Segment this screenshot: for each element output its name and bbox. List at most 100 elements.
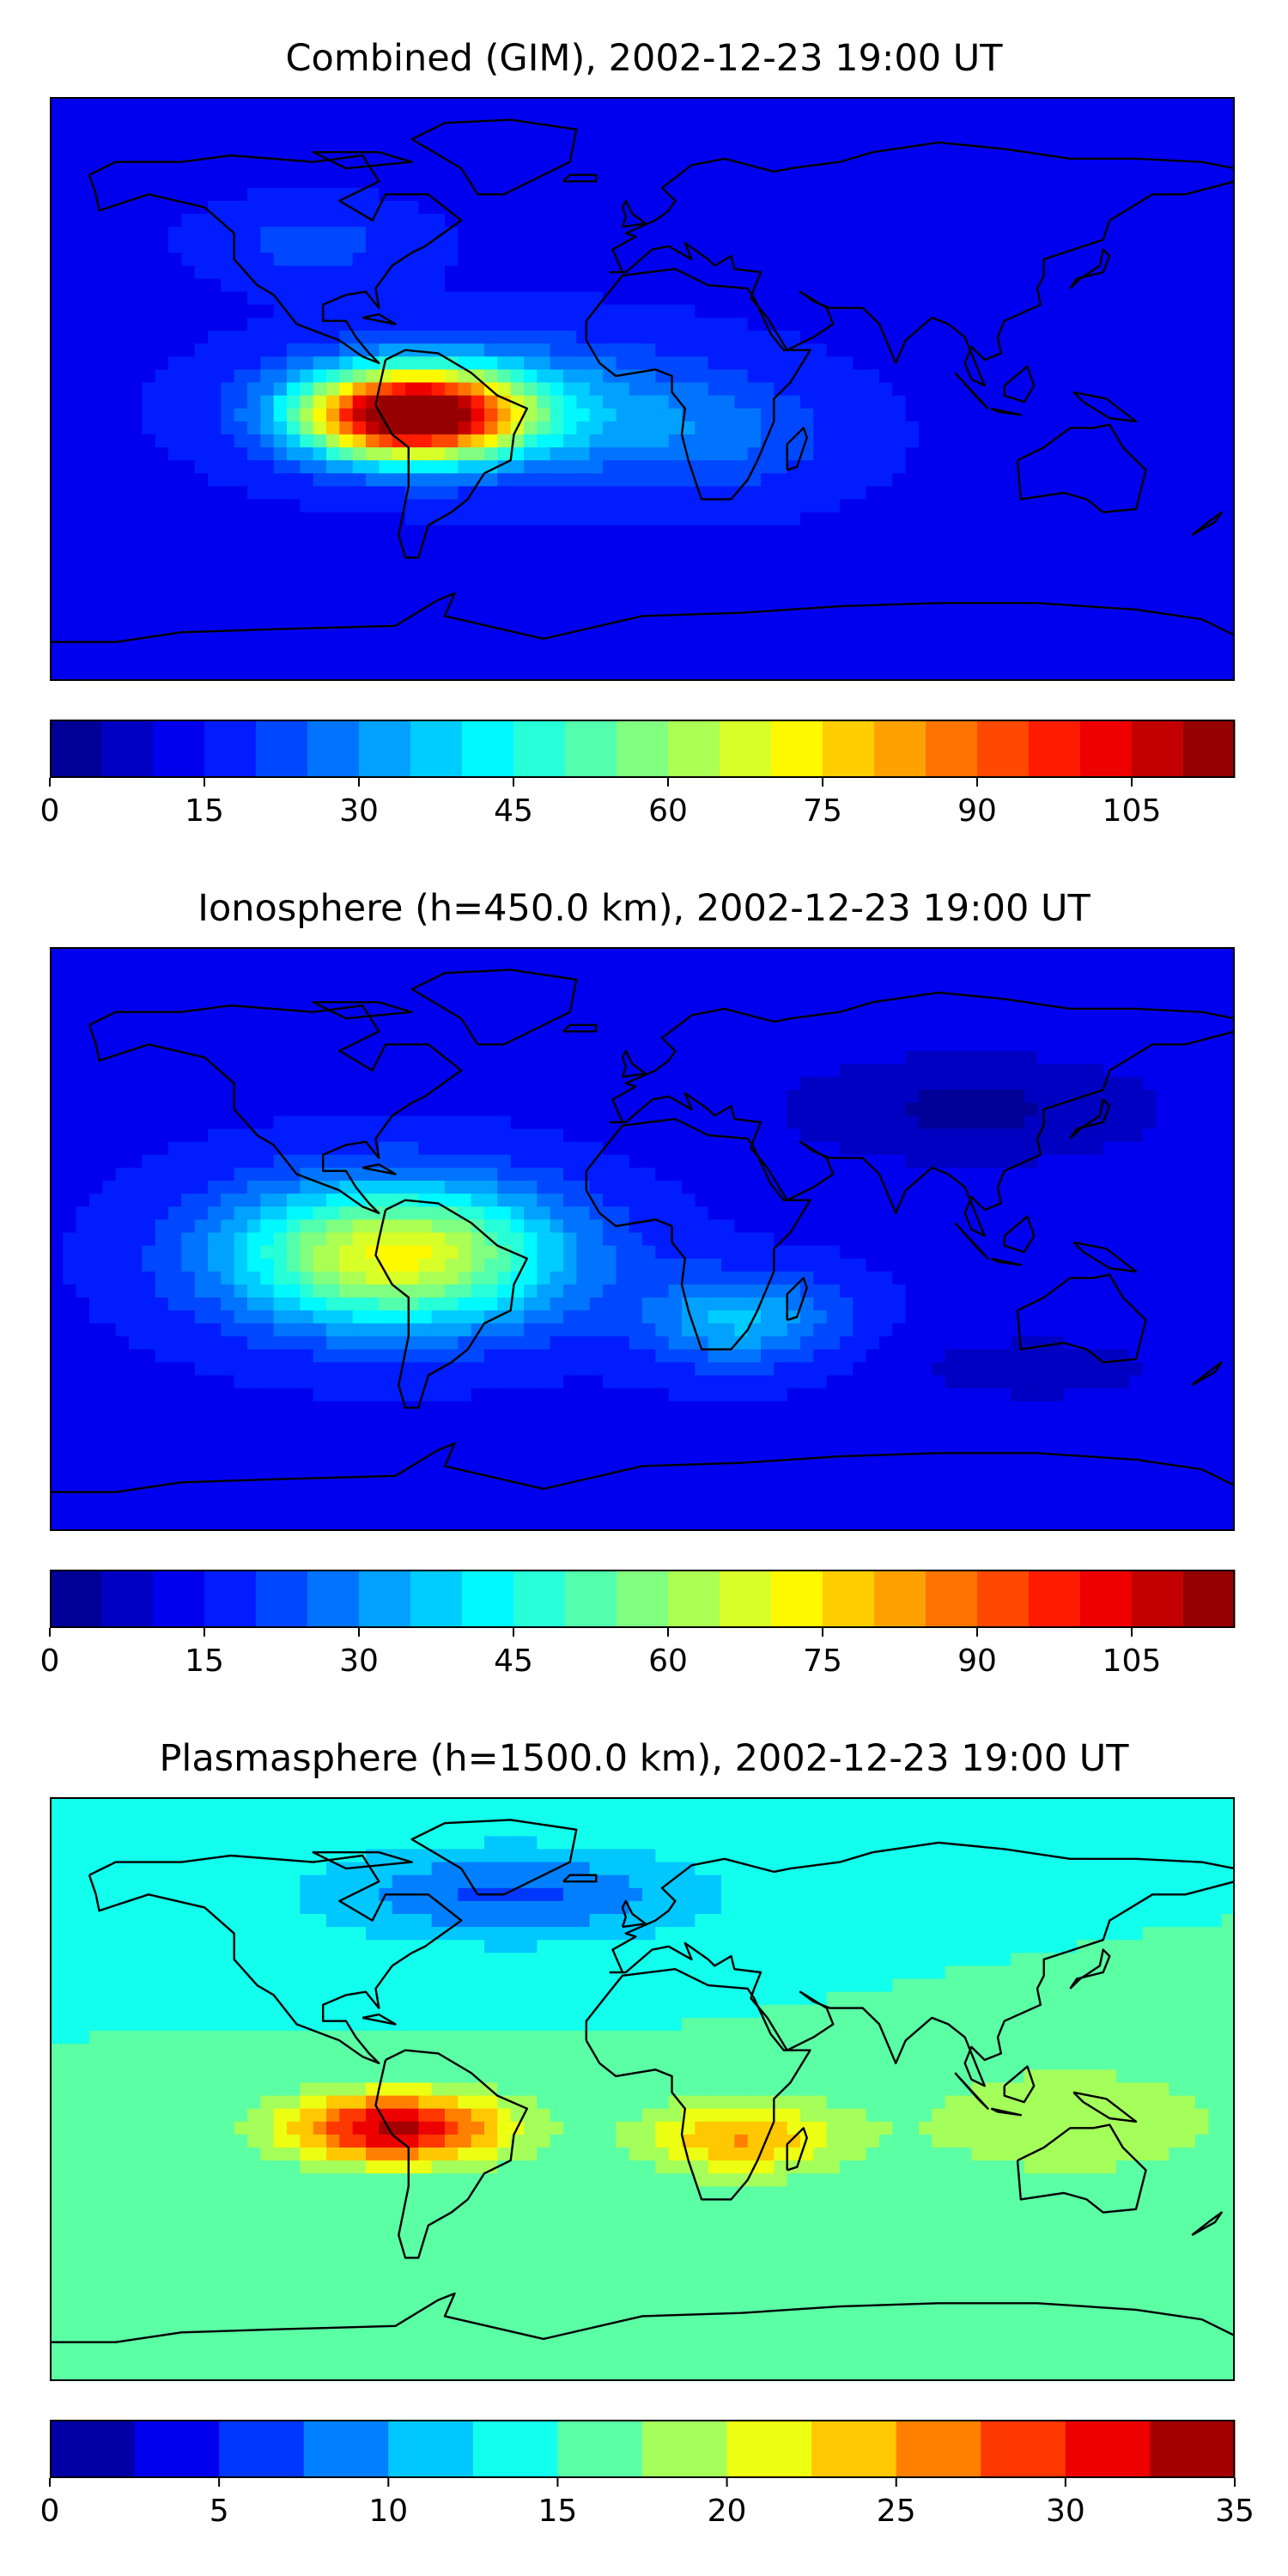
tec-cell — [300, 499, 314, 513]
tec-cell — [1063, 667, 1078, 681]
tec-cell — [563, 291, 577, 306]
tec-cell — [1129, 136, 1144, 150]
tec-cell — [89, 369, 103, 384]
tec-cell — [998, 110, 1012, 124]
tec-cell — [1182, 525, 1196, 539]
tec-cell — [510, 187, 525, 202]
tec-cell — [734, 512, 749, 526]
tec-cell — [524, 947, 538, 961]
tec-cell — [76, 629, 90, 643]
tec-cell — [497, 667, 512, 681]
tec-cell — [208, 149, 222, 163]
tec-cell — [971, 304, 986, 319]
map-frame — [50, 97, 1235, 681]
tec-cell — [445, 110, 459, 124]
tec-cell — [287, 227, 301, 240]
tec-cell — [115, 1064, 130, 1078]
tec-cell — [826, 1012, 841, 1026]
tec-cell — [129, 590, 143, 604]
tec-cell — [115, 564, 130, 578]
tec-cell — [840, 667, 854, 681]
tec-cell — [260, 603, 275, 617]
tec-cell — [313, 460, 327, 474]
tec-cell — [1129, 629, 1144, 643]
tec-cell — [721, 356, 735, 370]
tec-cell — [273, 564, 288, 578]
tec-cell — [208, 525, 222, 539]
tec-cell — [352, 947, 367, 961]
tec-cell — [708, 123, 722, 137]
tec-cell — [668, 550, 683, 565]
tec-cell — [761, 356, 775, 370]
tec-cell — [287, 564, 301, 578]
tec-cell — [1063, 538, 1078, 552]
tec-cell — [695, 214, 709, 228]
tec-cell — [603, 499, 617, 513]
tec-cell — [958, 421, 972, 435]
tec-cell — [76, 641, 90, 656]
tec-cell — [221, 395, 235, 410]
tec-cell — [984, 590, 999, 604]
tec-cell — [458, 382, 472, 397]
tec-cell — [1090, 343, 1104, 357]
tec-cell — [695, 629, 709, 643]
tec-cell — [813, 550, 828, 565]
tec-cell — [1011, 960, 1025, 974]
tec-cell — [603, 603, 617, 617]
tec-cell — [287, 97, 301, 111]
tec-cell — [958, 538, 972, 552]
tec-cell — [208, 382, 222, 397]
tec-cell — [800, 973, 814, 987]
tec-cell — [958, 408, 972, 422]
tec-cell — [589, 240, 604, 253]
tec-cell — [616, 641, 630, 656]
tec-cell — [668, 603, 683, 617]
tec-cell — [405, 1012, 419, 1026]
tec-cell — [971, 1024, 986, 1039]
tec-cell — [695, 110, 709, 124]
tec-cell — [879, 174, 893, 189]
tec-cell — [826, 356, 841, 370]
tec-cell — [629, 123, 643, 137]
tec-cell — [971, 667, 986, 681]
tec-cell — [247, 252, 261, 267]
tec-cell — [892, 999, 907, 1013]
tec-cell — [1063, 629, 1078, 643]
tec-cell — [458, 564, 472, 578]
tec-cell — [761, 110, 775, 124]
tec-cell — [208, 434, 222, 448]
tec-cell — [1169, 1050, 1183, 1065]
tec-cell — [194, 304, 209, 319]
tec-cell — [708, 641, 722, 656]
tec-cell — [813, 512, 828, 526]
tec-cell — [998, 525, 1012, 539]
tec-cell — [998, 473, 1012, 487]
tec-cell — [668, 278, 683, 293]
tec-cell — [642, 187, 656, 202]
tec-cell — [826, 667, 841, 681]
tec-cell — [431, 317, 446, 331]
tec-cell — [1169, 577, 1183, 591]
tec-cell — [260, 136, 275, 150]
tec-cell — [497, 395, 512, 410]
tec-cell — [655, 999, 670, 1013]
tec-cell — [1208, 123, 1223, 137]
tec-cell — [550, 304, 564, 319]
tec-cell — [840, 947, 854, 961]
tec-cell — [431, 447, 446, 461]
tec-cell — [1077, 200, 1091, 215]
tec-cell — [1142, 641, 1157, 656]
tec-cell — [550, 603, 564, 617]
tec-cell — [1129, 187, 1144, 202]
tec-cell — [682, 304, 696, 319]
tec-cell — [313, 123, 327, 137]
tec-cell — [1103, 304, 1117, 319]
tec-cell — [181, 667, 196, 681]
tec-cell — [247, 447, 261, 461]
tec-cell — [1129, 460, 1144, 474]
tec-cell — [932, 603, 946, 617]
tec-cell — [1208, 434, 1223, 448]
tec-cell — [563, 240, 577, 253]
tec-cell — [115, 227, 130, 240]
tec-cell — [800, 654, 814, 669]
